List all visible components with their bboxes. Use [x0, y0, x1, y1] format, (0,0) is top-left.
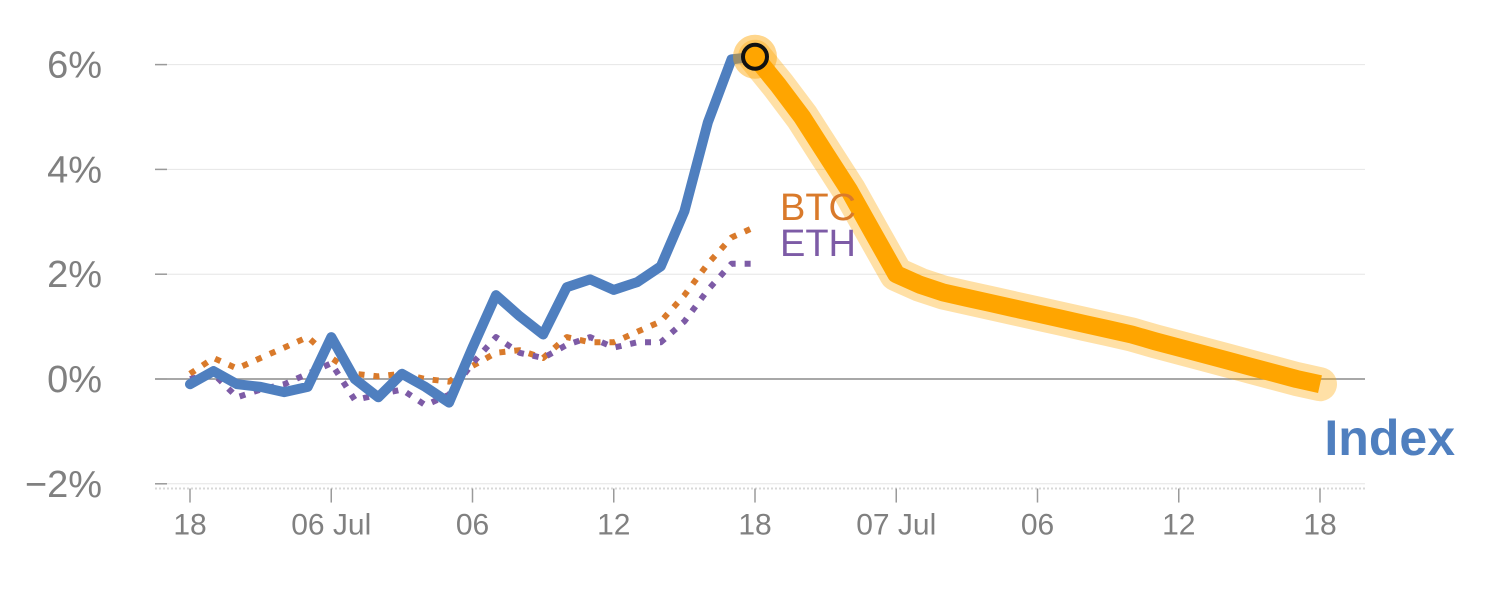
- x-tick-label: 12: [1162, 509, 1195, 542]
- y-tick-label: −2%: [25, 464, 102, 506]
- highlight-line: [738, 39, 1337, 402]
- gridlines: [155, 64, 1365, 485]
- x-tick-label: 06: [1021, 509, 1054, 542]
- y-tick-label: 6%: [47, 45, 102, 87]
- y-tick-label: 0%: [47, 359, 102, 401]
- x-tick-label: 12: [597, 509, 630, 542]
- series-lines: [185, 51, 760, 409]
- series-line-btc: [188, 224, 757, 385]
- x-tick-label: 18: [1303, 509, 1336, 542]
- y-tick-label: 4%: [47, 149, 102, 191]
- x-tick-label: 18: [173, 509, 206, 542]
- highlight-line-core: [748, 51, 1322, 393]
- series-label-btc: BTC: [780, 187, 856, 229]
- y-axis: −2% 0% 2% 4% 6%: [25, 45, 167, 506]
- x-tick-label: 18: [738, 509, 771, 542]
- series-label-eth: ETH: [780, 223, 856, 265]
- peak-marker: [733, 34, 777, 79]
- x-axis: 18 06 Jul 06 12 18 07 Jul 06 12 18: [155, 487, 1365, 542]
- x-tick-label: 06 Jul: [291, 509, 371, 542]
- series-label-index: Index: [1324, 410, 1455, 466]
- y-tick-label: 2%: [47, 254, 102, 296]
- peak-point-marker: [741, 42, 769, 71]
- series-line-eth: [189, 260, 755, 409]
- x-tick-label: 06: [456, 509, 489, 542]
- x-tick-label: 07 Jul: [856, 509, 936, 542]
- series-line-index: [185, 51, 760, 408]
